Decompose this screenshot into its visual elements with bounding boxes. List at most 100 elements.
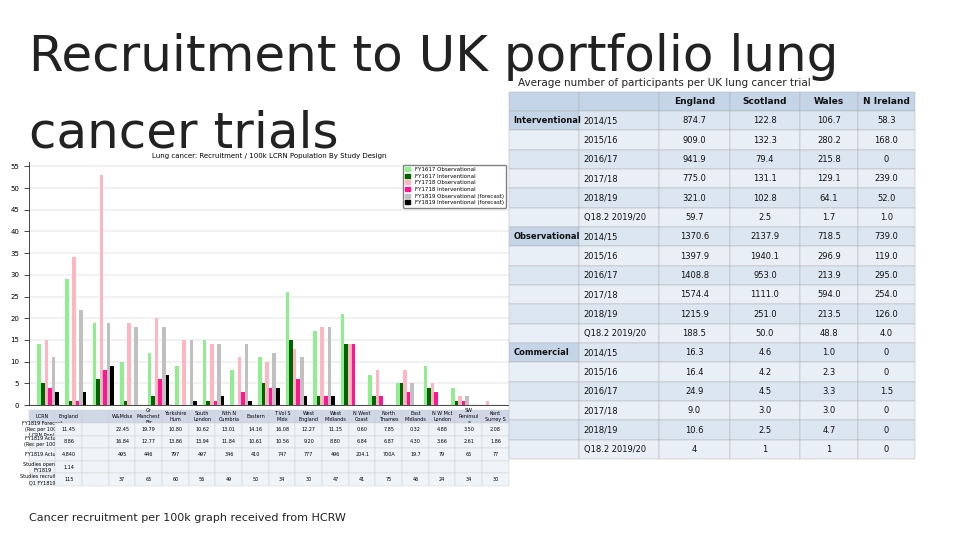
FancyBboxPatch shape	[801, 362, 857, 382]
FancyBboxPatch shape	[580, 131, 659, 150]
Text: 3.3: 3.3	[823, 387, 835, 396]
Bar	[313, 331, 317, 405]
FancyBboxPatch shape	[659, 92, 730, 111]
Text: 2017/18: 2017/18	[584, 174, 618, 183]
Bar	[379, 396, 383, 405]
FancyBboxPatch shape	[801, 208, 857, 227]
FancyBboxPatch shape	[801, 285, 857, 305]
Text: 321.0: 321.0	[683, 194, 707, 202]
FancyBboxPatch shape	[857, 188, 915, 208]
Text: 4.0: 4.0	[879, 329, 893, 338]
Text: Recruitment to UK portfolio lung: Recruitment to UK portfolio lung	[29, 33, 838, 82]
FancyBboxPatch shape	[509, 343, 580, 362]
Text: 58.3: 58.3	[877, 116, 896, 125]
FancyBboxPatch shape	[659, 362, 730, 382]
FancyBboxPatch shape	[659, 266, 730, 285]
Text: 254.0: 254.0	[875, 290, 899, 299]
Text: Scotland: Scotland	[743, 97, 787, 106]
Bar	[80, 309, 83, 405]
FancyBboxPatch shape	[580, 266, 659, 285]
Bar	[293, 349, 297, 405]
Bar	[273, 353, 276, 405]
Title: Lung cancer: Recruitment / 100k LCRN Population By Study Design: Lung cancer: Recruitment / 100k LCRN Pop…	[152, 153, 386, 159]
FancyBboxPatch shape	[659, 227, 730, 246]
FancyBboxPatch shape	[801, 227, 857, 246]
Bar	[152, 396, 155, 405]
FancyBboxPatch shape	[659, 401, 730, 420]
Text: cancer trials: cancer trials	[29, 109, 339, 157]
FancyBboxPatch shape	[509, 208, 580, 227]
FancyBboxPatch shape	[659, 150, 730, 169]
Text: 2015/16: 2015/16	[584, 252, 618, 261]
Text: 280.2: 280.2	[817, 136, 841, 145]
Bar	[72, 258, 76, 405]
FancyBboxPatch shape	[580, 362, 659, 382]
Text: Q18.2 2019/20: Q18.2 2019/20	[584, 329, 646, 338]
Text: 4: 4	[691, 445, 697, 454]
FancyBboxPatch shape	[509, 305, 580, 323]
Bar	[269, 388, 273, 405]
FancyBboxPatch shape	[857, 266, 915, 285]
Text: 239.0: 239.0	[875, 174, 899, 183]
FancyBboxPatch shape	[509, 401, 580, 420]
Bar	[348, 345, 351, 405]
Text: 594.0: 594.0	[817, 290, 841, 299]
FancyBboxPatch shape	[801, 382, 857, 401]
FancyBboxPatch shape	[509, 227, 580, 246]
FancyBboxPatch shape	[730, 246, 801, 266]
Bar	[423, 366, 427, 405]
Text: 4.2: 4.2	[758, 368, 772, 376]
Text: 2018/19: 2018/19	[584, 309, 618, 319]
FancyBboxPatch shape	[801, 111, 857, 131]
Text: 52.0: 52.0	[877, 194, 896, 202]
Text: 9.0: 9.0	[687, 406, 701, 415]
Text: 2018/19: 2018/19	[584, 426, 618, 435]
FancyBboxPatch shape	[580, 323, 659, 343]
Text: 16.3: 16.3	[684, 348, 704, 357]
FancyBboxPatch shape	[730, 266, 801, 285]
Text: 2.5: 2.5	[758, 213, 772, 222]
Text: 188.5: 188.5	[683, 329, 707, 338]
Bar	[238, 357, 241, 405]
Text: N Ireland: N Ireland	[863, 97, 910, 106]
Text: England: England	[674, 97, 715, 106]
FancyBboxPatch shape	[659, 440, 730, 459]
Text: 2016/17: 2016/17	[584, 155, 618, 164]
Bar	[65, 279, 68, 405]
FancyBboxPatch shape	[857, 208, 915, 227]
Text: 1111.0: 1111.0	[751, 290, 780, 299]
Bar	[193, 401, 197, 405]
Bar	[96, 379, 100, 405]
Bar	[44, 340, 48, 405]
Bar	[462, 401, 466, 405]
Text: 50.0: 50.0	[756, 329, 774, 338]
FancyBboxPatch shape	[509, 246, 580, 266]
Text: 718.5: 718.5	[817, 232, 841, 241]
Text: 0: 0	[884, 445, 889, 454]
Text: Wales: Wales	[814, 97, 844, 106]
FancyBboxPatch shape	[730, 188, 801, 208]
Text: 1.0: 1.0	[823, 348, 835, 357]
Text: 4.6: 4.6	[758, 348, 772, 357]
Bar	[217, 345, 221, 405]
Bar	[396, 383, 399, 405]
Text: 24.9: 24.9	[685, 387, 704, 396]
Bar	[148, 353, 152, 405]
Bar	[262, 383, 265, 405]
Bar	[104, 370, 107, 405]
FancyBboxPatch shape	[857, 227, 915, 246]
Bar	[100, 175, 104, 405]
FancyBboxPatch shape	[659, 285, 730, 305]
FancyBboxPatch shape	[509, 92, 580, 111]
FancyBboxPatch shape	[730, 227, 801, 246]
Text: 59.7: 59.7	[685, 213, 704, 222]
Text: 0: 0	[884, 155, 889, 164]
Text: 2017/18: 2017/18	[584, 290, 618, 299]
Text: 739.0: 739.0	[875, 232, 899, 241]
Text: 106.7: 106.7	[817, 116, 841, 125]
Text: 2014/15: 2014/15	[584, 348, 618, 357]
FancyBboxPatch shape	[580, 440, 659, 459]
FancyBboxPatch shape	[659, 343, 730, 362]
FancyBboxPatch shape	[730, 92, 801, 111]
FancyBboxPatch shape	[580, 150, 659, 169]
